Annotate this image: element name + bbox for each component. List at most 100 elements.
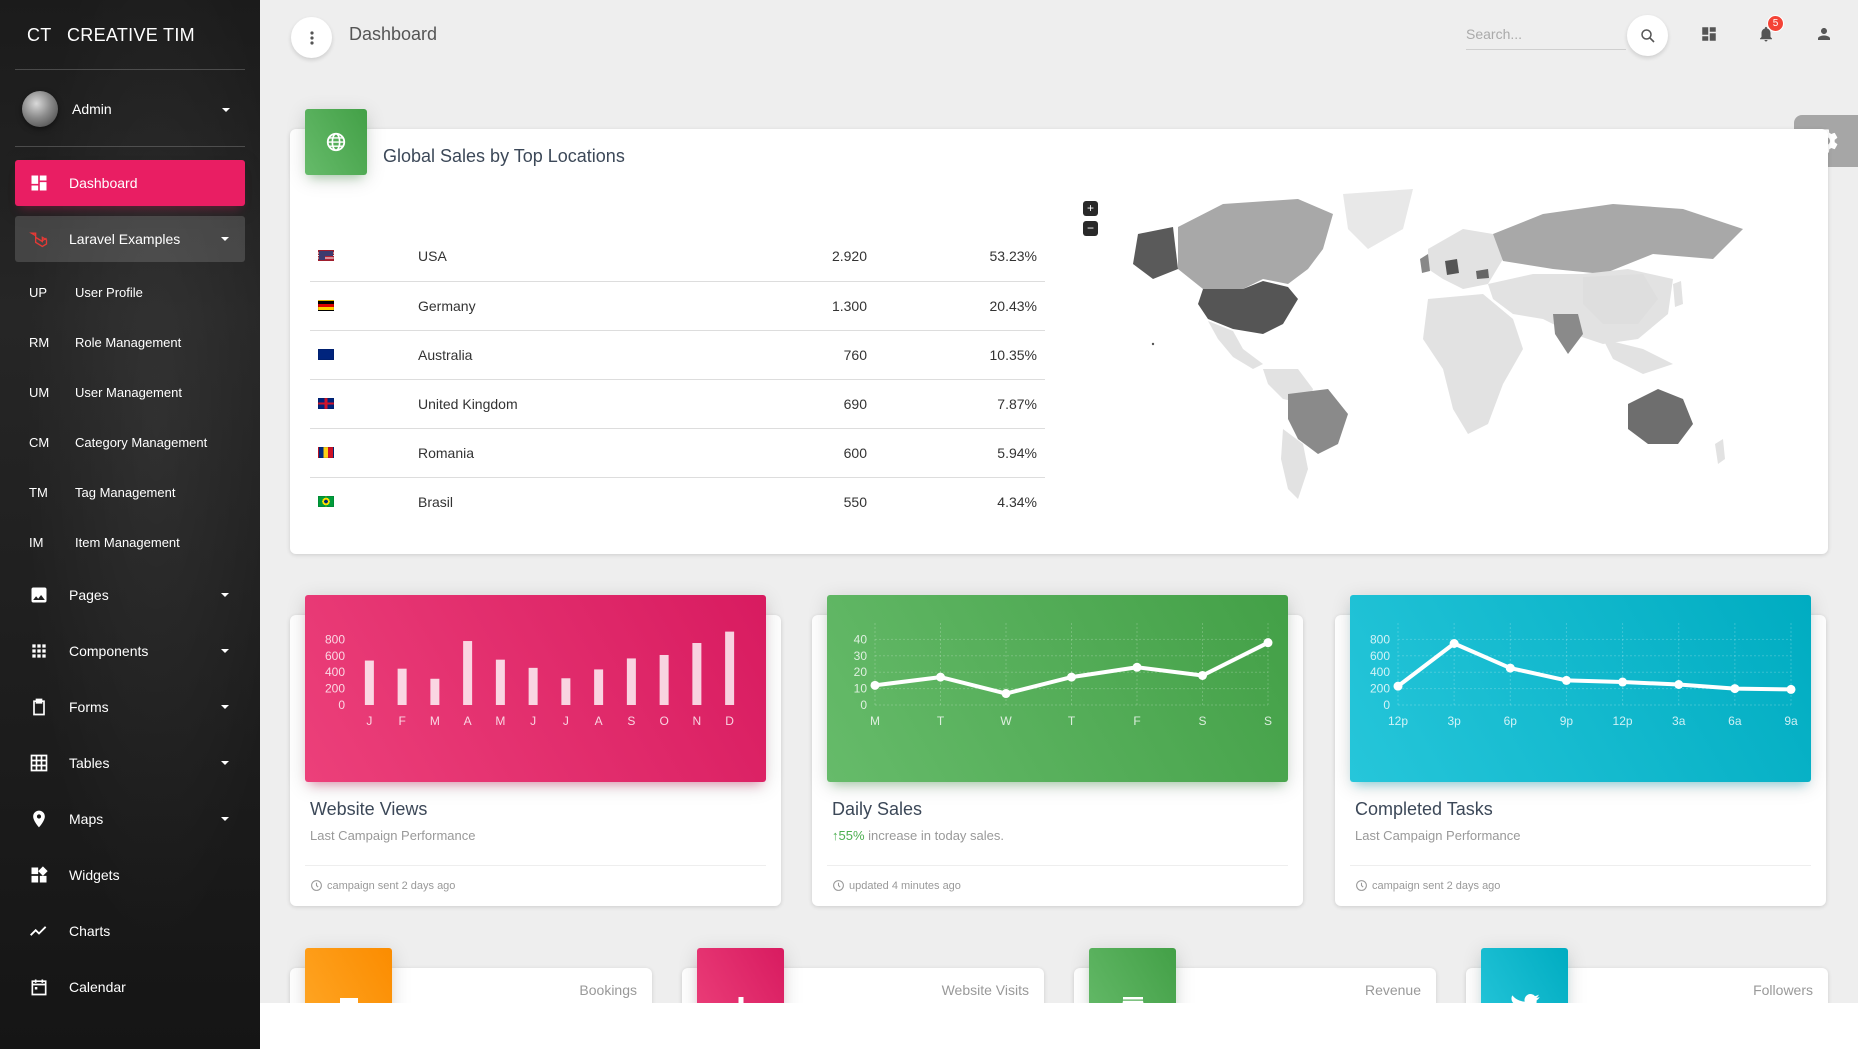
data-point	[1001, 689, 1011, 699]
search-button[interactable]	[1627, 15, 1668, 56]
chevron-down-icon	[221, 817, 229, 821]
stat-label: Website Visits	[941, 982, 1029, 998]
x-tick-label: 6a	[1728, 714, 1742, 728]
sidebar-item-label: Widgets	[69, 867, 120, 883]
map-region-romania	[1476, 269, 1489, 279]
bar	[626, 658, 636, 705]
sidebar-item-user-profile[interactable]: UP User Profile	[15, 272, 245, 312]
sidebar-item-label: Dashboard	[69, 175, 138, 191]
stat-label: Followers	[1753, 982, 1813, 998]
clock-icon	[311, 880, 322, 891]
x-tick-label: J	[530, 714, 536, 728]
map-region-south-america-south	[1281, 429, 1308, 499]
country-name: Brasil	[410, 476, 733, 526]
bar	[463, 641, 473, 705]
x-tick-label: S	[1264, 714, 1272, 728]
country-percent: 7.87%	[875, 378, 1045, 428]
x-tick-label: D	[725, 714, 734, 728]
dashboard-nav-button[interactable]	[1697, 22, 1721, 46]
map-region-new-zealand	[1715, 439, 1725, 464]
sidebar-item-dashboard[interactable]: Dashboard	[15, 160, 245, 206]
sidebar-item-widgets[interactable]: Widgets	[15, 852, 245, 898]
sidebar-item-pages[interactable]: Pages	[15, 572, 245, 618]
map-region-canada	[1178, 199, 1333, 289]
sidebar-item-tables[interactable]: Tables	[15, 740, 245, 786]
map-region-brazil	[1288, 389, 1348, 454]
map-zoom-out-button[interactable]: −	[1083, 221, 1098, 236]
bar	[528, 667, 538, 705]
sidebar-item-label: Charts	[69, 923, 111, 939]
chart-subtitle-text: increase in today sales.	[864, 828, 1004, 843]
sidebar-item-calendar[interactable]: Calendar	[15, 964, 245, 1010]
more-vert-icon	[309, 30, 314, 45]
sidebar-item-abbr: IM	[29, 534, 44, 550]
x-tick-label: 6p	[1504, 714, 1518, 728]
sidebar-item-user-management[interactable]: UM User Management	[15, 372, 245, 412]
sidebar-item-tag-management[interactable]: TM Tag Management	[15, 472, 245, 512]
sidebar-item-maps[interactable]: Maps	[15, 796, 245, 842]
daily-sales-card: 40 30 20 10 0 M T W T F S S Daily Sales ↑55% increa…	[812, 595, 1303, 906]
page-title: Dashboard	[349, 24, 438, 44]
sidebar-item-category-management[interactable]: CM Category Management	[15, 422, 245, 462]
sidebar-item-label: Role Management	[75, 334, 182, 350]
sidebar-item-role-management[interactable]: RM Role Management	[15, 322, 245, 362]
y-tick-label: 30	[854, 649, 868, 663]
sidebar-item-forms[interactable]: Forms	[15, 684, 245, 730]
logo[interactable]: CT CREATIVE TIM	[0, 0, 260, 70]
sidebar-item-charts[interactable]: Charts	[15, 908, 245, 954]
notification-badge: 5	[1767, 15, 1784, 32]
map-region-uk	[1420, 254, 1430, 273]
person-icon	[1818, 28, 1830, 40]
user-menu[interactable]: Admin	[0, 71, 260, 147]
y-tick-label: 0	[860, 698, 867, 712]
bar	[692, 643, 702, 705]
sidebar-item-abbr: CM	[29, 434, 50, 450]
series-line	[1396, 641, 1792, 692]
map-region-africa	[1423, 294, 1523, 434]
user-account-button[interactable]	[1812, 22, 1836, 46]
country-value: 600	[732, 427, 875, 477]
ro-flag-icon	[318, 446, 334, 458]
map-region-india	[1553, 314, 1583, 354]
user-name: Admin	[72, 101, 112, 117]
map-region-japan	[1673, 281, 1683, 307]
sidebar-item-label: Tag Management	[75, 484, 176, 500]
minimize-sidebar-button[interactable]	[291, 17, 332, 58]
map-region-russia	[1493, 204, 1743, 274]
sidebar-item-item-management[interactable]: IM Item Management	[15, 522, 245, 562]
chart-subtitle-highlight: 55%	[838, 828, 865, 843]
chevron-down-icon	[222, 108, 230, 112]
sidebar-item-components[interactable]: Components	[15, 628, 245, 674]
map-region-southeast-asia	[1603, 339, 1673, 374]
sidebar-item-label: Item Management	[75, 534, 180, 550]
chart-subtitle: Last Campaign Performance	[310, 828, 476, 843]
world-map[interactable]: + −	[1083, 189, 1773, 509]
bar	[561, 678, 571, 705]
x-tick-label: S	[627, 714, 635, 728]
data-point	[1618, 677, 1628, 687]
map-region-china	[1583, 274, 1658, 324]
x-tick-label: 12p	[1613, 714, 1633, 728]
y-tick-label: 800	[1370, 632, 1390, 646]
chart-title: Completed Tasks	[1355, 799, 1493, 819]
map-region-usa	[1198, 281, 1298, 334]
country-percent: 20.43%	[875, 280, 1045, 330]
daily-sales-chart: 40 30 20 10 0 M T W T F S S	[827, 595, 1288, 782]
sidebar-item-laravel-examples[interactable]: Laravel Examples	[15, 216, 245, 262]
map-region-alaska	[1133, 227, 1178, 279]
clock-icon	[833, 880, 844, 891]
search-input[interactable]	[1466, 18, 1626, 50]
map-zoom-in-button[interactable]: +	[1083, 201, 1098, 216]
logo-text: CREATIVE TIM	[67, 24, 195, 45]
global-sales-title: Global Sales by Top Locations	[383, 146, 625, 166]
daily-sales-chart-svg: 40 30 20 10 0M T W T F S S	[854, 623, 1273, 728]
data-point	[1263, 638, 1273, 648]
date-range-icon	[29, 977, 49, 997]
x-tick-label: J	[366, 714, 372, 728]
notifications-button[interactable]: 5	[1754, 15, 1784, 46]
map-region-europe	[1428, 229, 1503, 289]
arrow-upward-icon: ↑	[832, 828, 839, 843]
chart-footer: campaign sent 2 days ago	[310, 879, 455, 892]
dashboard-icon	[29, 173, 49, 193]
search-icon	[1640, 28, 1655, 43]
